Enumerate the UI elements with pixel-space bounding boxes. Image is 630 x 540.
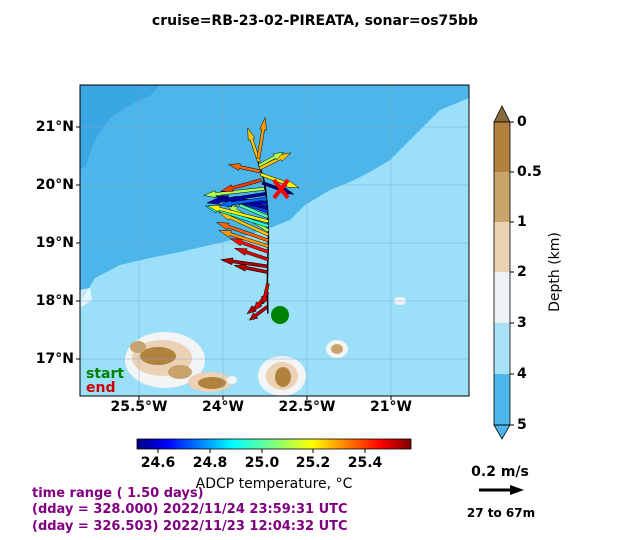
temp-tick-label: 25.4 <box>347 455 383 471</box>
velocity-scale-arrow <box>479 485 524 495</box>
bathymetry-layer <box>80 85 469 396</box>
current-vector <box>233 264 269 274</box>
temp-tick-label: 25.0 <box>244 455 280 471</box>
velocity-scale-label: 0.2 m/s <box>471 464 529 480</box>
end-time-text: (dday = 328.000) 2022/11/24 23:59:31 UTC <box>32 502 348 517</box>
current-vector <box>227 163 261 174</box>
lon-tick-label: 21°W <box>370 399 412 415</box>
depth-colorbar-bottom-arrow <box>493 424 511 440</box>
start-time-text: (dday = 326.503) 2022/11/23 12:04:32 UTC <box>32 519 348 534</box>
cape-verde-islands <box>125 297 406 396</box>
depth-tick-label: 4 <box>517 366 527 382</box>
current-vector <box>202 186 265 198</box>
current-vector <box>261 283 270 305</box>
end-marker <box>272 178 290 200</box>
current-vector <box>219 257 269 269</box>
current-vector <box>206 192 267 205</box>
current-vector <box>229 238 270 254</box>
temp-tick-label: 24.6 <box>140 455 176 471</box>
temp-tick-label: 25.2 <box>295 455 331 471</box>
current-vector <box>256 116 267 159</box>
time-range-text: time range ( 1.50 days) <box>32 486 204 501</box>
bathymetry-coastal-shelf <box>80 85 160 170</box>
start-marker <box>271 306 289 324</box>
lat-tick-label: 21°N <box>35 119 74 135</box>
lat-tick-label: 18°N <box>35 293 74 309</box>
depth-tick-label: 5 <box>517 417 527 433</box>
lat-tick-label: 20°N <box>35 177 74 193</box>
current-vector <box>218 196 268 208</box>
map-frame <box>79 84 470 397</box>
current-vector <box>206 205 270 224</box>
current-vector <box>259 172 300 189</box>
bathymetry-shallow-patch <box>80 288 92 308</box>
current-vector <box>218 230 270 249</box>
lon-tick-label: 22.5°W <box>278 399 336 415</box>
current-vector <box>215 222 270 243</box>
temperature-colorbar <box>136 438 412 453</box>
lon-tick-label: 24°W <box>202 399 244 415</box>
map-tick-marks <box>76 126 392 400</box>
depth-band-1 <box>494 172 510 222</box>
depth-band-3 <box>494 272 510 323</box>
depth-tick-label: 0.5 <box>517 164 542 180</box>
temp-tick-label: 24.8 <box>192 455 228 471</box>
current-vector <box>233 248 270 262</box>
current-vector <box>248 305 269 321</box>
lat-tick-label: 17°N <box>35 351 74 367</box>
lon-tick-label: 25.5°W <box>110 399 168 415</box>
current-vector <box>219 178 262 192</box>
depth-colorbar <box>493 105 514 440</box>
depth-band-5 <box>494 374 510 425</box>
depth-colorbar-label: Depth (km) <box>547 232 563 312</box>
depth-band-2 <box>494 222 510 272</box>
legend-start: start <box>86 366 125 382</box>
legend-end: end <box>86 380 116 396</box>
depth-range-label: 27 to 67m <box>466 506 536 520</box>
depth-tick-label: 3 <box>517 315 527 331</box>
current-vector <box>247 126 261 163</box>
current-vector <box>257 151 285 168</box>
depth-tick-label: 0 <box>517 114 527 130</box>
depth-band-4 <box>494 323 510 374</box>
lat-tick-label: 19°N <box>35 235 74 251</box>
depth-tick-label: 1 <box>517 214 527 230</box>
depth-tick-label: 2 <box>517 264 527 280</box>
depth-band-0 <box>494 122 510 172</box>
graticule <box>80 85 469 396</box>
track-markers <box>271 178 290 324</box>
figure-title: cruise=RB-23-02-PIREATA, sonar=os75bb <box>151 13 479 29</box>
temp-colorbar-label: ADCP temperature, °C <box>195 476 353 492</box>
depth-colorbar-top-arrow <box>493 105 511 123</box>
